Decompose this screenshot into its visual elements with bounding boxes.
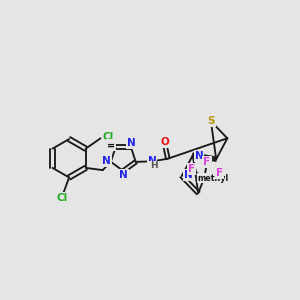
Text: S: S xyxy=(207,116,214,126)
Text: H: H xyxy=(150,161,158,170)
Text: N: N xyxy=(195,151,203,161)
Text: N: N xyxy=(148,156,156,166)
Text: N: N xyxy=(102,156,111,167)
Text: Cl: Cl xyxy=(56,193,68,203)
Text: methyl: methyl xyxy=(197,174,228,183)
Text: =: = xyxy=(106,140,115,150)
Text: Cl: Cl xyxy=(103,132,114,142)
Text: F: F xyxy=(203,158,211,167)
Text: F: F xyxy=(188,164,195,174)
Text: N: N xyxy=(184,170,192,180)
Text: N: N xyxy=(127,138,136,148)
Text: F: F xyxy=(216,168,223,178)
Text: N: N xyxy=(119,170,128,180)
Text: O: O xyxy=(161,137,170,147)
